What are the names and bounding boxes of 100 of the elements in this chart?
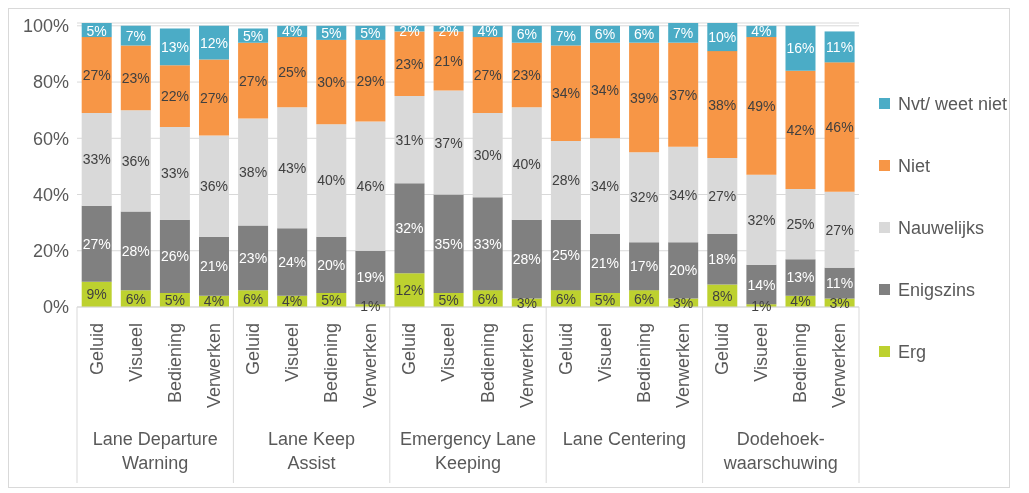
data-label: 21% bbox=[199, 258, 229, 275]
x-tick-label: Geluid bbox=[242, 323, 263, 376]
data-label: 34% bbox=[590, 178, 620, 195]
bar bbox=[511, 42, 542, 108]
bar bbox=[550, 45, 581, 142]
data-label: 27% bbox=[708, 187, 737, 204]
data-label: 6% bbox=[242, 290, 264, 307]
data-label: 28% bbox=[512, 251, 541, 268]
data-label: 39% bbox=[630, 89, 659, 106]
x-tick-label: Visueel bbox=[125, 323, 146, 382]
data-label: 46% bbox=[356, 178, 385, 195]
data-label: 30% bbox=[317, 74, 346, 91]
bar bbox=[550, 219, 581, 291]
data-label: 33% bbox=[160, 165, 189, 182]
bar bbox=[81, 205, 112, 282]
data-label: 5% bbox=[242, 27, 264, 44]
bar bbox=[433, 194, 464, 293]
data-label: 27% bbox=[82, 67, 111, 84]
text: Lane Centering bbox=[562, 429, 686, 449]
data-label: 5% bbox=[86, 23, 107, 39]
bar bbox=[394, 183, 425, 274]
data-label: 34% bbox=[590, 82, 620, 99]
data-label: 14% bbox=[747, 276, 776, 293]
bar bbox=[277, 228, 308, 296]
data-label: 6% bbox=[633, 26, 655, 43]
data-label: 38% bbox=[239, 164, 268, 181]
text: Emergency Lane Keeping bbox=[399, 429, 537, 473]
data-label: 6% bbox=[555, 290, 577, 307]
data-label: 11% bbox=[826, 38, 854, 55]
data-label: 6% bbox=[125, 290, 146, 307]
data-label: 5% bbox=[438, 291, 459, 308]
x-tick-label: Verwerken bbox=[360, 323, 381, 409]
data-label: 6% bbox=[594, 26, 616, 43]
data-label: 21% bbox=[590, 255, 620, 272]
data-label: 32% bbox=[395, 220, 424, 237]
data-label: 7% bbox=[673, 24, 694, 41]
data-label: 10% bbox=[708, 29, 737, 46]
data-label: 30% bbox=[473, 147, 502, 164]
data-label: 4% bbox=[203, 293, 225, 310]
data-label: 4% bbox=[282, 293, 303, 310]
data-label: 27% bbox=[825, 221, 854, 238]
bar bbox=[785, 70, 816, 189]
data-label: 43% bbox=[278, 159, 307, 176]
data-label: 25% bbox=[551, 246, 580, 263]
x-tick-label: Geluid bbox=[86, 323, 107, 376]
data-label: 13% bbox=[786, 269, 815, 286]
x-tick-label: Visueel bbox=[282, 323, 303, 382]
data-label: 34% bbox=[551, 85, 580, 102]
data-label: 26% bbox=[160, 248, 189, 265]
data-label: 33% bbox=[473, 235, 502, 252]
bar bbox=[198, 59, 229, 136]
data-label: 31% bbox=[395, 131, 424, 148]
bar bbox=[746, 37, 777, 175]
data-label: 11% bbox=[826, 275, 854, 292]
legend-label: Nauwelijks bbox=[898, 217, 985, 239]
data-label: 18% bbox=[708, 251, 737, 268]
bar bbox=[159, 219, 190, 293]
legend-label: Erg bbox=[898, 341, 927, 363]
bar bbox=[668, 42, 699, 147]
data-label: 5% bbox=[360, 24, 381, 41]
bar bbox=[472, 197, 503, 291]
data-label: 1% bbox=[751, 297, 772, 314]
data-label: 2% bbox=[399, 23, 420, 39]
data-label: 5% bbox=[321, 291, 342, 308]
bar bbox=[277, 37, 308, 108]
x-tick-label: Verwerken bbox=[516, 323, 537, 409]
data-label: 27% bbox=[239, 72, 268, 89]
data-label: 22% bbox=[160, 88, 189, 105]
data-label: 32% bbox=[630, 189, 659, 206]
data-label: 40% bbox=[512, 155, 541, 172]
data-label: 32% bbox=[747, 211, 776, 228]
data-label: 27% bbox=[199, 89, 229, 106]
y-tick-label: 60% bbox=[32, 128, 69, 149]
y-tick-label: 20% bbox=[32, 241, 69, 262]
bar bbox=[707, 51, 738, 158]
bar bbox=[120, 45, 151, 111]
data-label: 7% bbox=[555, 27, 577, 44]
x-tick-label: Geluid bbox=[399, 323, 420, 376]
text: Lane Keep Assist bbox=[268, 429, 356, 473]
data-label: 37% bbox=[669, 86, 698, 103]
data-label: 38% bbox=[708, 96, 737, 113]
data-label: 36% bbox=[121, 152, 150, 169]
data-label: 19% bbox=[356, 269, 385, 286]
data-label: 2% bbox=[438, 23, 459, 39]
data-label: 13% bbox=[160, 38, 189, 55]
data-label: 16% bbox=[786, 40, 815, 57]
data-label: 4% bbox=[751, 23, 772, 40]
data-label: 6% bbox=[477, 290, 498, 307]
bar bbox=[589, 42, 620, 139]
data-label: 36% bbox=[199, 178, 229, 195]
data-label: 49% bbox=[747, 97, 776, 114]
data-label: 27% bbox=[82, 235, 111, 252]
data-label: 40% bbox=[317, 172, 346, 189]
bar bbox=[159, 65, 190, 128]
x-tick-label: Bediening bbox=[790, 323, 811, 404]
bar bbox=[238, 225, 269, 291]
bar bbox=[472, 37, 503, 113]
data-label: 20% bbox=[317, 256, 346, 273]
data-label: 4% bbox=[282, 23, 303, 40]
data-label: 12% bbox=[395, 282, 424, 299]
